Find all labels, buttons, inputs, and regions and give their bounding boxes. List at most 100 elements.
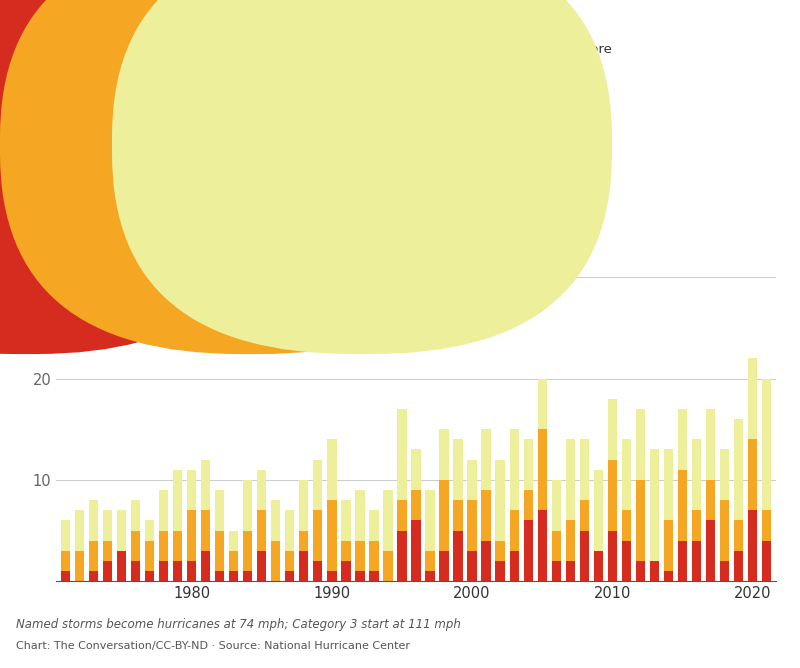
Bar	[762, 540, 770, 581]
Bar	[607, 460, 617, 530]
Text: Named storms become hurricanes at 74 mph; Category 3 start at 111 mph: Named storms become hurricanes at 74 mph…	[16, 618, 461, 631]
Bar	[215, 530, 225, 571]
Text: 50 years of Atlantic hurricanes: 50 years of Atlantic hurricanes	[16, 10, 404, 30]
Bar	[355, 571, 365, 581]
Bar	[370, 540, 378, 571]
Bar	[398, 530, 406, 581]
Bar	[482, 430, 490, 490]
Text: Chart: The Conversation/CC-BY-ND · Source: National Hurricane Center: Chart: The Conversation/CC-BY-ND · Sourc…	[16, 641, 410, 651]
Text: Hurricanes: Hurricanes	[266, 138, 338, 152]
Bar	[454, 440, 462, 500]
Bar	[748, 510, 757, 581]
Bar	[678, 409, 686, 470]
Bar	[286, 551, 294, 571]
Bar	[551, 530, 561, 561]
Bar	[579, 440, 589, 500]
Bar	[523, 490, 533, 520]
Bar	[720, 500, 729, 561]
Bar	[355, 540, 365, 571]
Bar	[327, 500, 337, 571]
Bar	[566, 440, 574, 520]
Bar	[314, 460, 322, 510]
Bar	[482, 490, 490, 540]
Text: Major hurricanes, with wind speeds of 111 miles per hour and above, have become : Major hurricanes, with wind speeds of 11…	[16, 43, 612, 74]
Bar	[748, 358, 757, 440]
Bar	[650, 561, 658, 581]
Bar	[538, 510, 546, 581]
Bar	[314, 561, 322, 581]
Bar	[187, 470, 197, 510]
Text: Major hurricanes (Category 3-5): Major hurricanes (Category 3-5)	[42, 138, 254, 152]
Bar	[439, 480, 449, 551]
Bar	[215, 490, 225, 530]
Bar	[607, 399, 617, 460]
Bar	[75, 551, 84, 581]
Bar	[243, 571, 253, 581]
Bar	[579, 530, 589, 581]
Bar	[187, 561, 197, 581]
Bar	[510, 551, 518, 581]
Bar	[243, 480, 253, 530]
Bar	[734, 551, 742, 581]
Bar	[622, 510, 630, 540]
Bar	[622, 540, 630, 581]
Bar	[439, 430, 449, 480]
Bar	[131, 500, 140, 530]
Bar	[482, 540, 490, 581]
Bar	[510, 430, 518, 510]
Bar	[103, 561, 112, 581]
Bar	[230, 551, 238, 571]
Bar	[734, 520, 742, 551]
Bar	[187, 510, 197, 561]
Bar	[692, 510, 701, 540]
Bar	[174, 470, 182, 530]
Bar	[635, 561, 645, 581]
Bar	[314, 510, 322, 561]
Bar	[103, 540, 112, 561]
Bar	[243, 530, 253, 571]
Bar	[327, 571, 337, 581]
Bar	[131, 561, 140, 581]
Bar	[720, 450, 729, 500]
Bar	[411, 450, 421, 490]
Bar	[495, 460, 505, 540]
Bar	[398, 409, 406, 500]
Bar	[426, 551, 434, 571]
Bar	[495, 540, 505, 561]
Bar	[454, 530, 462, 581]
Bar	[566, 520, 574, 561]
Bar	[762, 510, 770, 540]
Bar	[454, 500, 462, 530]
Bar	[650, 450, 658, 561]
Bar	[678, 540, 686, 581]
Bar	[271, 500, 281, 540]
Bar	[607, 530, 617, 581]
Bar	[411, 490, 421, 520]
Bar	[258, 510, 266, 551]
Bar	[510, 510, 518, 551]
Bar	[159, 490, 169, 530]
Bar	[663, 450, 673, 520]
Bar	[411, 520, 421, 581]
Bar	[622, 440, 630, 510]
Bar	[734, 419, 742, 520]
Bar	[62, 551, 70, 571]
Bar	[159, 530, 169, 561]
Bar	[538, 430, 546, 510]
Bar	[383, 551, 393, 581]
Bar	[748, 440, 757, 510]
Bar	[706, 409, 714, 480]
Bar	[103, 510, 112, 540]
Bar	[118, 510, 126, 551]
Bar	[383, 490, 393, 551]
Text: Named tropical storms: Named tropical storms	[378, 138, 529, 152]
Bar	[215, 571, 225, 581]
Bar	[118, 551, 126, 581]
Bar	[299, 480, 309, 530]
Bar	[327, 440, 337, 500]
Bar	[286, 510, 294, 551]
Bar	[258, 551, 266, 581]
Bar	[467, 551, 477, 581]
Bar	[355, 490, 365, 540]
Bar	[467, 460, 477, 500]
